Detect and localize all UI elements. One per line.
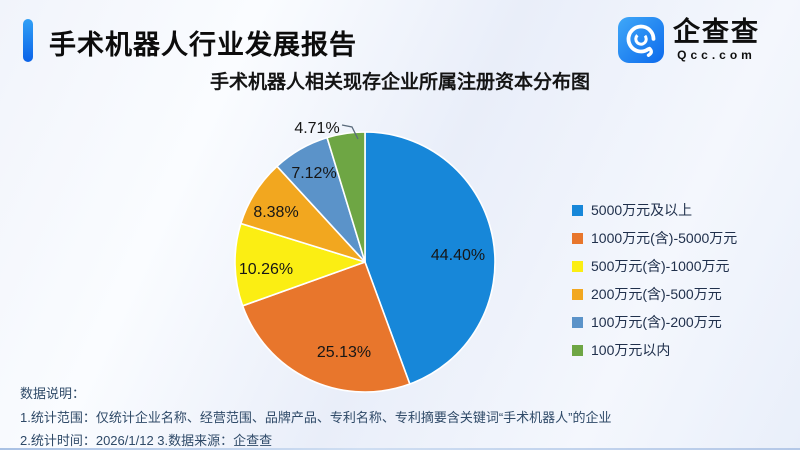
qcc-logo-icon <box>618 17 664 63</box>
legend-item-5: 100万元(含)-200万元 <box>572 314 737 330</box>
legend-swatch <box>572 260 583 272</box>
report-title: 手术机器人行业发展报告 <box>49 30 357 60</box>
qcc-logo-text: 企查查 Qcc.com <box>673 17 760 62</box>
legend-item-4: 200万元(含)-500万元 <box>572 286 737 302</box>
legend-swatch <box>572 288 583 300</box>
legend-swatch <box>572 344 583 356</box>
legend-swatch <box>572 316 583 328</box>
chart-title: 手术机器人相关现存企业所属注册资本分布图 <box>209 72 590 93</box>
pie-label-6: 4.71% <box>294 120 339 137</box>
pie-chart: 44.40% 25.13% 10.26% 8.38% 7.12% 4.71% <box>234 120 496 393</box>
pie-label-5: 7.12% <box>291 165 336 182</box>
legend-label: 200万元(含)-500万元 <box>591 286 722 302</box>
notes-line-1: 1.统计范围：仅统计企业名称、经营范围、品牌产品、专利名称、专利摘要含关键词“手… <box>20 409 612 425</box>
legend-label: 100万元以内 <box>591 342 671 358</box>
legend-swatch <box>572 232 583 244</box>
pie-label-1: 44.40% <box>431 247 485 264</box>
legend-item-3: 500万元(含)-1000万元 <box>572 258 737 274</box>
pie-label-3: 10.26% <box>239 261 293 278</box>
legend: 5000万元及以上 1000万元(含)-5000万元 500万元(含)-1000万元… <box>572 202 737 370</box>
pie-label-2: 25.13% <box>317 344 371 361</box>
legend-item-2: 1000万元(含)-5000万元 <box>572 230 737 246</box>
pie-label-leader-line <box>341 124 359 140</box>
notes-heading: 数据说明： <box>20 386 86 401</box>
bottom-strip <box>0 448 800 450</box>
notes-line-2: 2.统计时间：2026/1/12 3.数据来源：企查查 <box>20 433 273 448</box>
legend-swatch <box>572 204 583 216</box>
legend-label: 100万元(含)-200万元 <box>591 314 722 330</box>
pie-slice-1 <box>364 131 496 385</box>
qcc-logo-name: 企查查 <box>673 17 760 47</box>
legend-item-6: 100万元以内 <box>572 342 737 358</box>
pie-slice-2 <box>241 261 411 393</box>
legend-label: 500万元(含)-1000万元 <box>591 258 730 274</box>
data-notes: 数据说明： 1.统计范围：仅统计企业名称、经营范围、品牌产品、专利名称、专利摘要… <box>20 382 612 450</box>
qcc-logo-domain: Qcc.com <box>677 48 756 62</box>
pie-slice-3 <box>234 222 366 307</box>
legend-label: 5000万元及以上 <box>591 202 693 218</box>
qcc-logo: 企查查 Qcc.com <box>618 17 760 63</box>
title-accent-bar <box>23 19 33 62</box>
pie-label-4: 8.38% <box>253 204 298 221</box>
legend-item-1: 5000万元及以上 <box>572 202 737 218</box>
pie-slice-6 <box>326 131 366 263</box>
legend-label: 1000万元(含)-5000万元 <box>591 230 738 246</box>
